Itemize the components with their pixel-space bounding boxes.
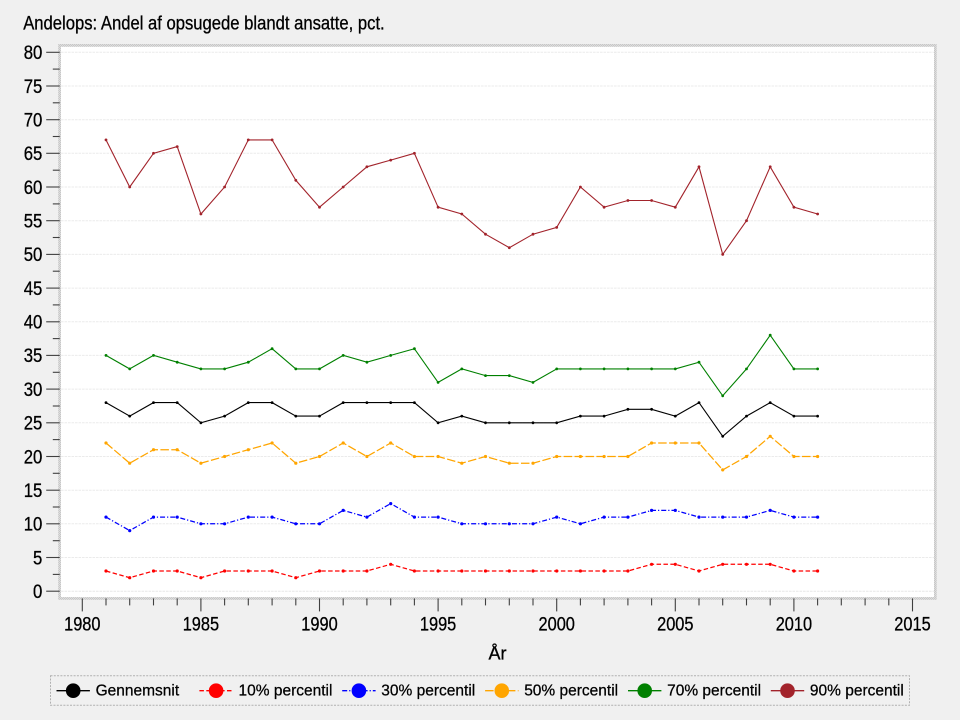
svg-text:60: 60: [24, 178, 43, 199]
svg-text:30: 30: [24, 380, 43, 401]
svg-text:75: 75: [24, 77, 43, 98]
svg-text:50% percentil: 50% percentil: [524, 682, 618, 699]
svg-text:70% percentil: 70% percentil: [667, 682, 761, 699]
svg-text:1995: 1995: [420, 614, 456, 635]
svg-text:25: 25: [24, 414, 43, 435]
svg-text:2010: 2010: [776, 614, 812, 635]
svg-text:2005: 2005: [657, 614, 693, 635]
svg-text:30% percentil: 30% percentil: [381, 682, 475, 699]
svg-text:2015: 2015: [894, 614, 930, 635]
svg-text:55: 55: [24, 212, 43, 233]
svg-text:5: 5: [33, 548, 42, 569]
svg-text:90% percentil: 90% percentil: [810, 682, 904, 699]
svg-text:2000: 2000: [539, 614, 575, 635]
svg-text:45: 45: [24, 279, 43, 300]
svg-text:År: År: [489, 643, 507, 663]
svg-text:1985: 1985: [183, 614, 219, 635]
svg-text:Gennemsnit: Gennemsnit: [96, 682, 180, 699]
svg-text:50: 50: [24, 245, 43, 266]
svg-text:0: 0: [33, 582, 42, 603]
svg-text:80: 80: [24, 43, 43, 64]
svg-text:20: 20: [24, 447, 43, 468]
svg-text:Andelops: Andel af opsugede bl: Andelops: Andel af opsugede blandt ansat…: [23, 14, 385, 35]
svg-text:70: 70: [24, 111, 43, 132]
svg-text:40: 40: [24, 313, 43, 334]
svg-text:65: 65: [24, 144, 43, 165]
svg-text:1990: 1990: [301, 614, 337, 635]
svg-text:1980: 1980: [64, 614, 100, 635]
svg-text:35: 35: [24, 346, 43, 367]
svg-text:10: 10: [24, 515, 43, 536]
svg-text:15: 15: [24, 481, 43, 502]
svg-text:10% percentil: 10% percentil: [239, 682, 333, 699]
